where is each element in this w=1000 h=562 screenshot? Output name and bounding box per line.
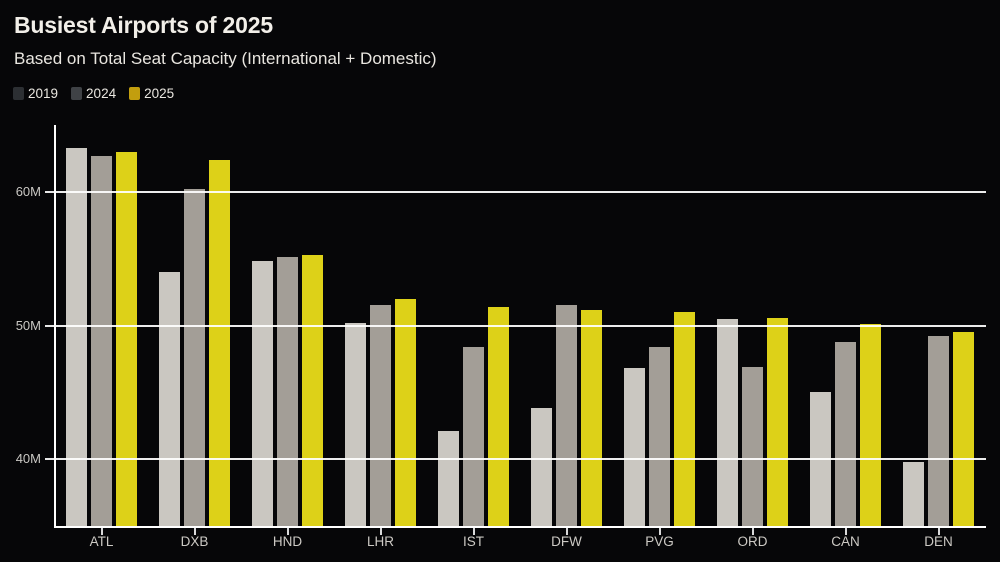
x-tick-CAN: [844, 528, 847, 535]
x-axis-label-LHR: LHR: [366, 534, 394, 549]
bar-DXB-2024[interactable]: [184, 189, 205, 526]
bar-HND-2024[interactable]: [277, 257, 298, 526]
y-tick-label: 60M: [15, 183, 41, 199]
bar-IST-2025[interactable]: [488, 306, 509, 526]
bar-PVG-2019[interactable]: [624, 368, 645, 526]
x-tick-LHR: [379, 528, 382, 535]
x-tick-HND: [286, 528, 289, 535]
bar-ATL-2019[interactable]: [66, 147, 87, 526]
x-tick-DFW: [565, 528, 568, 535]
x-tick-ORD: [751, 528, 754, 535]
x-tick-ATL: [100, 528, 103, 535]
bar-DFW-2024[interactable]: [556, 305, 577, 526]
bar-DEN-2019[interactable]: [903, 461, 924, 526]
bar-DXB-2025[interactable]: [209, 159, 230, 526]
y-tick-40M: [45, 458, 55, 461]
x-axis-label-ORD: ORD: [737, 534, 768, 549]
legend-swatch-2025-icon: [129, 87, 141, 100]
bar-CAN-2025[interactable]: [860, 324, 881, 526]
bar-ORD-2019[interactable]: [717, 318, 738, 526]
legend-item-2025[interactable]: 2025: [129, 86, 174, 101]
x-tick-DEN: [937, 528, 940, 535]
gridline-50M: [54, 324, 986, 327]
gridline-40M: [54, 458, 986, 461]
x-tick-IST: [472, 528, 475, 535]
legend-swatch-2019-icon: [13, 87, 24, 100]
bar-DFW-2025[interactable]: [581, 309, 602, 526]
y-axis-line: [54, 125, 56, 527]
bar-LHR-2019[interactable]: [345, 322, 366, 526]
bar-DEN-2025[interactable]: [953, 332, 974, 526]
y-tick-60M: [45, 190, 55, 193]
legend-item-2019[interactable]: 2019: [13, 86, 58, 101]
bar-DFW-2019[interactable]: [531, 408, 552, 526]
bar-LHR-2024[interactable]: [370, 305, 391, 526]
legend-swatch-2024-icon: [71, 87, 83, 100]
bar-ORD-2024[interactable]: [742, 366, 763, 526]
gridline-60M: [54, 190, 986, 193]
bar-HND-2019[interactable]: [252, 261, 273, 526]
bar-CAN-2024[interactable]: [835, 341, 856, 526]
x-axis-label-PVG: PVG: [645, 534, 674, 549]
bar-ORD-2025[interactable]: [767, 317, 788, 526]
y-tick-label: 40M: [15, 451, 41, 467]
x-axis-label-HND: HND: [272, 534, 303, 549]
bar-DXB-2019[interactable]: [159, 272, 180, 526]
bar-ATL-2024[interactable]: [91, 155, 112, 526]
y-tick-label: 50M: [15, 317, 41, 333]
bar-DEN-2024[interactable]: [928, 336, 949, 526]
legend: 2019 2024 2025: [13, 86, 174, 101]
x-axis-label-IST: IST: [462, 534, 484, 549]
bar-ATL-2025[interactable]: [116, 151, 137, 526]
x-tick-PVG: [658, 528, 661, 535]
x-axis-baseline: [54, 526, 986, 528]
bar-LHR-2025[interactable]: [395, 298, 416, 526]
x-axis-label-DEN: DEN: [924, 534, 953, 549]
legend-label: 2019: [28, 86, 59, 101]
y-tick-50M: [45, 324, 55, 327]
chart-title: Busiest Airports of 2025: [14, 12, 273, 38]
bar-IST-2024[interactable]: [463, 346, 484, 526]
legend-item-2024[interactable]: 2024: [71, 86, 116, 101]
chart-subtitle: Based on Total Seat Capacity (Internatio…: [14, 49, 437, 68]
legend-label: 2025: [144, 86, 175, 101]
bar-PVG-2024[interactable]: [649, 346, 670, 526]
bar-IST-2019[interactable]: [438, 431, 459, 526]
x-axis-label-DFW: DFW: [551, 534, 582, 549]
x-tick-DXB: [193, 528, 196, 535]
bar-PVG-2025[interactable]: [674, 312, 695, 526]
x-axis-label-CAN: CAN: [831, 534, 860, 549]
x-axis-label-DXB: DXB: [180, 534, 209, 549]
bar-HND-2025[interactable]: [302, 254, 323, 526]
x-axis-label-ATL: ATL: [89, 534, 114, 549]
legend-label: 2024: [86, 86, 117, 101]
